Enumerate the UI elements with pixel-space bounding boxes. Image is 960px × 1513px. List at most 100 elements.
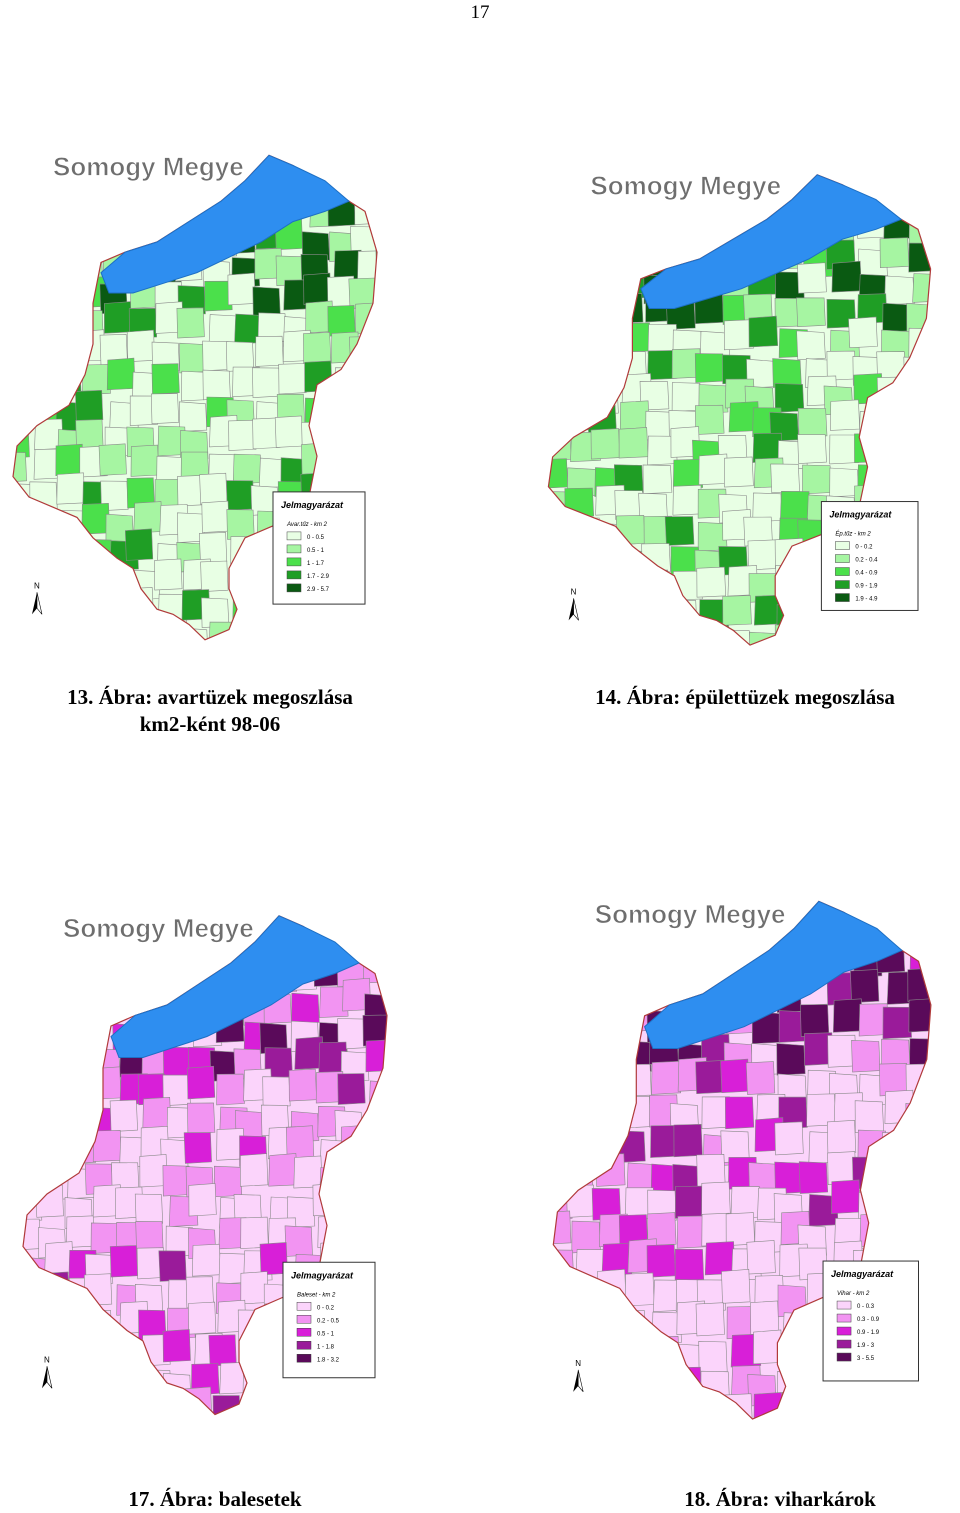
- district-cell: [781, 1390, 810, 1424]
- legend-swatch: [837, 1327, 851, 1335]
- district-cell: [38, 1137, 66, 1168]
- district-cell: [51, 310, 78, 340]
- district-cell: [305, 361, 333, 392]
- district-cell: [930, 1224, 959, 1256]
- district-cell: [783, 885, 813, 914]
- district-cell: [37, 992, 65, 1023]
- district-cell: [10, 365, 39, 395]
- district-cell: [370, 1100, 399, 1132]
- district-cell: [938, 220, 960, 249]
- legend-label: 0 - 0.2: [317, 1305, 335, 1311]
- district-cell: [327, 140, 355, 168]
- district-cell: [20, 958, 49, 989]
- legend-label: 0 - 0.5: [307, 535, 325, 541]
- district-cell: [184, 1133, 212, 1164]
- district-cell: [140, 955, 168, 987]
- district-cell: [828, 1152, 857, 1185]
- legend-title: Jelmagyarázat: [829, 510, 892, 520]
- district-cell: [829, 632, 858, 655]
- district-cell: [596, 545, 626, 574]
- district-cell: [384, 1285, 412, 1316]
- district-cell: [938, 462, 960, 491]
- district-cell: [256, 336, 284, 366]
- district-cell: [931, 596, 960, 626]
- district-cell: [932, 569, 960, 599]
- district-cell: [63, 1081, 91, 1112]
- district-cell: [880, 238, 909, 268]
- district-cell: [85, 982, 113, 1014]
- district-cell: [622, 597, 652, 627]
- district-cell: [152, 364, 180, 394]
- district-cell: [67, 1342, 95, 1373]
- district-cell: [244, 1341, 272, 1372]
- district-cell: [674, 1124, 703, 1157]
- district-cell: [36, 1076, 64, 1107]
- district-cell: [696, 1061, 725, 1094]
- district-cell: [363, 924, 391, 956]
- district-cell: [286, 1126, 314, 1158]
- district-cell: [725, 1097, 754, 1129]
- district-cell: [542, 413, 571, 442]
- district-cell: [120, 1392, 149, 1423]
- district-cell: [214, 1166, 242, 1197]
- district-cell: [294, 1393, 322, 1424]
- district-cell: [930, 519, 959, 548]
- district-cell: [624, 946, 653, 978]
- district-cell: [56, 444, 84, 476]
- district-cell: [933, 1371, 960, 1403]
- district-cell: [695, 405, 724, 434]
- district-cell: [618, 574, 647, 603]
- district-cell: [908, 922, 937, 954]
- district-cell: [540, 564, 564, 595]
- district-cell: [349, 416, 377, 447]
- district-cell: [117, 1340, 145, 1371]
- map-title: Somogy Megye: [595, 899, 786, 929]
- district-cell: [313, 1401, 341, 1425]
- district-cell: [909, 998, 938, 1032]
- legend-subtitle: Avar.tűz - km 2: [286, 522, 328, 528]
- district-cell: [54, 534, 81, 564]
- district-cell: [334, 368, 363, 398]
- district-cell: [285, 615, 314, 646]
- district-cell: [565, 1280, 594, 1312]
- district-cell: [154, 194, 182, 224]
- legend-swatch: [297, 1341, 311, 1349]
- legend-swatch: [287, 558, 301, 566]
- district-cell: [243, 1361, 271, 1393]
- district-cell: [269, 1399, 297, 1425]
- legend-title: Jelmagyarázat: [831, 1269, 894, 1279]
- district-cell: [549, 887, 579, 919]
- figure-18-caption: 18. Ábra: viharkárok: [585, 1486, 960, 1513]
- district-cell: [905, 1118, 934, 1152]
- district-cell: [64, 1399, 92, 1425]
- district-cell: [341, 1398, 369, 1425]
- district-cell: [652, 1061, 681, 1094]
- district-cell: [103, 597, 130, 627]
- district-cell: [929, 1279, 958, 1311]
- district-cell: [901, 463, 930, 492]
- district-cell: [726, 1213, 755, 1246]
- district-cell: [724, 1394, 753, 1427]
- district-cell: [187, 1066, 215, 1099]
- district-cell: [547, 943, 576, 976]
- district-cell: [116, 950, 144, 983]
- district-cell: [363, 1196, 391, 1227]
- district-cell: [20, 986, 49, 1017]
- district-cell: [588, 319, 617, 349]
- district-cell: [388, 1019, 415, 1050]
- district-cell: [571, 1128, 600, 1160]
- district-cell: [699, 1341, 728, 1373]
- district-cell: [673, 1399, 702, 1430]
- district-cell: [594, 272, 623, 301]
- district-cell: [620, 401, 649, 432]
- district-cell: [192, 1244, 220, 1276]
- legend-label: 0.9 - 1.9: [855, 584, 878, 590]
- legend-swatch: [837, 1353, 851, 1361]
- district-cell: [20, 1077, 49, 1108]
- district-cell: [9, 227, 37, 257]
- district-cell: [590, 523, 619, 552]
- district-cell: [548, 1005, 577, 1037]
- district-cell: [151, 394, 179, 424]
- district-cell: [798, 435, 827, 464]
